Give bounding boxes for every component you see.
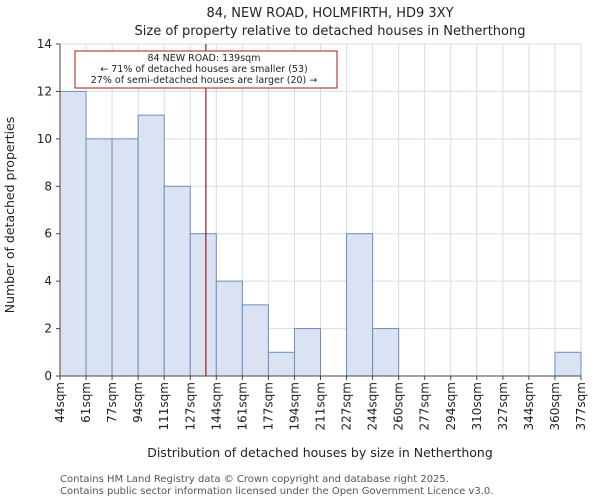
x-tick-label-111sqm: 111sqm bbox=[157, 382, 171, 430]
x-tick-label-294sqm: 294sqm bbox=[444, 382, 458, 430]
annotation-line-2: ← 71% of detached houses are smaller (53… bbox=[100, 64, 307, 75]
y-tick-label-6: 6 bbox=[44, 227, 52, 241]
y-tick-label-2: 2 bbox=[44, 322, 52, 336]
x-tick-label-360sqm: 360sqm bbox=[548, 382, 562, 430]
y-tick-label-14: 14 bbox=[37, 37, 52, 51]
y-tick-label-10: 10 bbox=[37, 132, 52, 146]
bar-161sqm bbox=[241, 304, 269, 377]
bar-61sqm bbox=[85, 138, 113, 377]
y-ticks: 0 2 4 6 8 10 12 14 bbox=[37, 37, 60, 383]
footer-line-1: Contains HM Land Registry data © Crown c… bbox=[60, 474, 449, 485]
annotation-line-3: 27% of semi-detached houses are larger (… bbox=[91, 75, 318, 86]
bar-111sqm bbox=[163, 185, 191, 377]
x-tick-label-377sqm: 377sqm bbox=[574, 382, 588, 430]
x-tick-label-260sqm: 260sqm bbox=[392, 382, 406, 430]
x-tick-label-94sqm: 94sqm bbox=[131, 382, 145, 423]
bar-227sqm bbox=[346, 233, 374, 377]
bar-44sqm bbox=[59, 90, 87, 377]
x-tick-label-194sqm: 194sqm bbox=[287, 382, 301, 430]
x-tick-label-327sqm: 327sqm bbox=[496, 382, 510, 430]
x-ticks: 44sqm 61sqm 77sqm 94sqm 111sqm 127sqm 144sqm 16… bbox=[53, 376, 588, 430]
x-tick-label-211sqm: 211sqm bbox=[314, 382, 328, 430]
x-tick-label-344sqm: 344sqm bbox=[522, 382, 536, 430]
y-axis-label: Number of detached properties bbox=[2, 117, 17, 314]
bars bbox=[59, 90, 582, 377]
x-axis-label: Distribution of detached houses by size … bbox=[147, 445, 493, 460]
bar-360sqm bbox=[554, 351, 582, 377]
x-tick-label-177sqm: 177sqm bbox=[261, 382, 275, 430]
x-tick-label-310sqm: 310sqm bbox=[470, 382, 484, 430]
annotation-line-1: 84 NEW ROAD: 139sqm bbox=[148, 53, 261, 64]
footer-line-2: Contains public sector information licen… bbox=[60, 486, 493, 497]
chart-title: 84, NEW ROAD, HOLMFIRTH, HD9 3XY bbox=[206, 6, 453, 21]
annotation-box: 84 NEW ROAD: 139sqm ← 71% of detached ho… bbox=[74, 50, 338, 89]
y-tick-label-12: 12 bbox=[37, 84, 52, 98]
bar-177sqm bbox=[267, 351, 295, 377]
x-tick-label-277sqm: 277sqm bbox=[418, 382, 432, 430]
y-tick-label-8: 8 bbox=[44, 179, 52, 193]
bar-94sqm bbox=[137, 114, 165, 377]
x-tick-label-244sqm: 244sqm bbox=[366, 382, 380, 430]
annotation-border bbox=[74, 50, 338, 89]
bar-144sqm bbox=[215, 280, 243, 377]
y-tick-label-0: 0 bbox=[44, 369, 52, 383]
x-tick-label-44sqm: 44sqm bbox=[53, 382, 67, 423]
bar-244sqm bbox=[372, 328, 400, 377]
x-tick-label-144sqm: 144sqm bbox=[209, 382, 223, 430]
x-tick-label-127sqm: 127sqm bbox=[183, 382, 197, 430]
x-tick-label-161sqm: 161sqm bbox=[235, 382, 249, 430]
chart-subtitle: Size of property relative to detached ho… bbox=[135, 24, 526, 39]
x-tick-label-77sqm: 77sqm bbox=[105, 382, 119, 423]
x-tick-label-61sqm: 61sqm bbox=[79, 382, 93, 423]
y-tick-label-4: 4 bbox=[44, 274, 52, 288]
bar-77sqm bbox=[111, 138, 139, 377]
bar-127sqm bbox=[189, 233, 217, 377]
bar-194sqm bbox=[293, 328, 322, 377]
x-tick-label-227sqm: 227sqm bbox=[340, 382, 354, 430]
